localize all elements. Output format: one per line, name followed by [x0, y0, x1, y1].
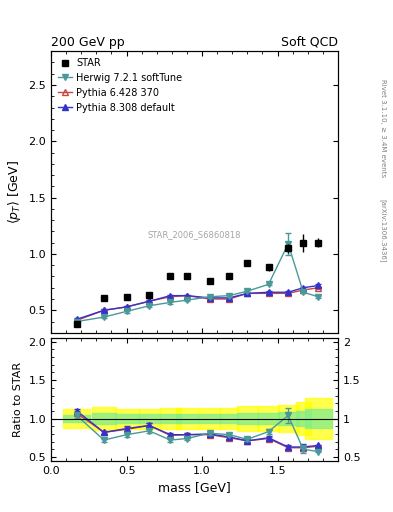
Text: Rivet 3.1.10, ≥ 3.4M events: Rivet 3.1.10, ≥ 3.4M events	[380, 79, 386, 177]
X-axis label: mass [GeV]: mass [GeV]	[158, 481, 231, 494]
Text: Soft QCD: Soft QCD	[281, 36, 338, 49]
Text: [arXiv:1306.3436]: [arXiv:1306.3436]	[380, 199, 387, 262]
Text: STAR_2006_S6860818: STAR_2006_S6860818	[148, 230, 241, 239]
Y-axis label: Ratio to STAR: Ratio to STAR	[13, 362, 23, 437]
Legend: STAR, Herwig 7.2.1 softTune, Pythia 6.428 370, Pythia 8.308 default: STAR, Herwig 7.2.1 softTune, Pythia 6.42…	[56, 56, 184, 115]
Y-axis label: $\langle p_T \rangle$ [GeV]: $\langle p_T \rangle$ [GeV]	[6, 160, 23, 224]
Text: 200 GeV pp: 200 GeV pp	[51, 36, 125, 49]
